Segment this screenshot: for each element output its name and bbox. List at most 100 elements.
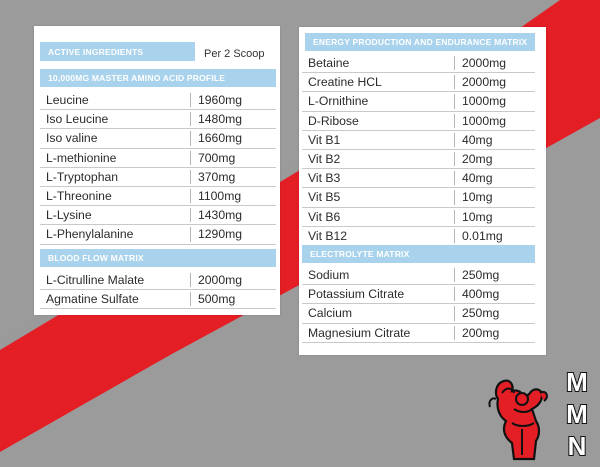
ingredient-amount: 1480mg (198, 112, 243, 127)
column-divider (190, 169, 191, 184)
column-divider (454, 268, 455, 283)
table-row: L-Citrulline Malate 2000mg (40, 271, 276, 291)
column-divider (454, 209, 455, 224)
table-row: Calcium 250mg (302, 304, 535, 324)
table-row: Leucine 1960mg (40, 91, 276, 111)
ingredient-name: Creatine HCL (308, 75, 382, 90)
column-divider (190, 273, 191, 288)
ingredient-name: L-Ornithine (308, 94, 369, 109)
ingredient-amount: 1290mg (198, 227, 243, 242)
ingredient-name: L-methionine (46, 150, 117, 165)
blood-flow-table: L-Citrulline Malate 2000mg Agmatine Sulfa… (40, 271, 276, 310)
table-row: Iso Leucine 1480mg (40, 110, 276, 130)
ingredient-amount: 250mg (462, 306, 500, 321)
flexing-bodybuilder-icon (488, 379, 548, 461)
ingredient-name: Sodium (308, 268, 350, 283)
column-divider (190, 93, 191, 108)
ingredient-amount: 1000mg (462, 94, 507, 109)
table-row: Vit B1 40mg (302, 131, 535, 150)
ingredient-amount: 200mg (462, 325, 500, 340)
column-divider (190, 208, 191, 223)
table-row: Vit B6 10mg (302, 208, 535, 227)
ingredient-amount: 1960mg (198, 93, 243, 108)
table-row: Magnesium Citrate 200mg (302, 324, 535, 343)
ingredient-amount: 1000mg (462, 113, 507, 128)
column-divider (454, 287, 455, 302)
table-row: Sodium 250mg (302, 266, 535, 286)
ingredient-name: L-Citrulline Malate (46, 273, 145, 288)
table-row: L-Threonine 1100mg (40, 187, 276, 207)
column-divider (454, 171, 455, 186)
column-divider (190, 150, 191, 165)
table-row: L-Tryptophan 370mg (40, 168, 276, 187)
blood-flow-section-header: BLOOD FLOW MATRIX (40, 249, 276, 267)
active-ingredients-header: ACTIVE INGREDIENTS (40, 42, 195, 61)
table-row: L-Phenylalanine 1290mg (40, 225, 276, 245)
table-row: Agmatine Sulfate 500mg (40, 290, 276, 310)
amino-acid-table: Leucine 1960mg Iso Leucine 1480mg Iso vali… (40, 91, 276, 245)
ingredient-amount: 2000mg (198, 273, 243, 288)
column-divider (454, 75, 455, 90)
column-divider (454, 190, 455, 205)
ingredient-amount: 0.01mg (462, 228, 503, 243)
ingredient-name: Magnesium Citrate (308, 325, 411, 340)
table-row: D-Ribose 1000mg (302, 112, 535, 131)
ingredient-amount: 40mg (462, 171, 493, 186)
table-row: Potassium Citrate 400mg (302, 285, 535, 305)
table-row: Vit B3 40mg (302, 169, 535, 189)
ingredient-name: Vit B2 (308, 152, 341, 167)
ingredient-amount: 2000mg (462, 75, 507, 90)
ingredient-name: Iso Leucine (46, 112, 109, 127)
column-divider (454, 56, 455, 71)
ingredient-name: Potassium Citrate (308, 287, 405, 302)
matrix-card: ENERGY PRODUCTION AND ENDURANCE MATRIX B… (299, 27, 546, 355)
ingredient-name: Leucine (46, 93, 89, 108)
table-row: Vit B5 10mg (302, 188, 535, 208)
column-divider (454, 306, 455, 321)
ingredient-name: Vit B1 (308, 132, 341, 147)
ingredient-name: Vit B5 (308, 190, 341, 205)
ingredient-name: L-Lysine (46, 208, 92, 223)
column-divider (190, 131, 191, 146)
table-row: Iso valine 1660mg (40, 129, 276, 149)
logo-letter: M (566, 367, 588, 397)
ingredient-amount: 250mg (462, 268, 500, 283)
active-ingredients-card: ACTIVE INGREDIENTS Per 2 Scoop 10,000MG … (34, 26, 280, 315)
amino-acid-section-header: 10,000MG MASTER AMINO ACID PROFILE (40, 69, 276, 87)
table-row: Betaine 2000mg (302, 54, 535, 74)
table-row: L-Ornithine 1000mg (302, 92, 535, 112)
table-row: L-Lysine 1430mg (40, 206, 276, 226)
energy-table: Betaine 2000mg Creatine HCL 2000mg L-Ornit… (302, 54, 535, 246)
ingredient-amount: 400mg (462, 287, 500, 302)
column-divider (454, 325, 455, 340)
ingredient-name: Vit B3 (308, 171, 341, 186)
column-divider (190, 112, 191, 127)
table-row: Vit B2 20mg (302, 150, 535, 170)
ingredient-amount: 10mg (462, 190, 493, 205)
ingredient-name: Vit B12 (308, 228, 348, 243)
ingredient-amount: 10mg (462, 209, 493, 224)
column-divider (454, 228, 455, 243)
column-divider (454, 151, 455, 167)
column-divider (190, 188, 191, 204)
brand-logo: M M N (488, 366, 589, 462)
serving-size-label: Per 2 Scoop (204, 48, 265, 60)
ingredient-name: L-Tryptophan (46, 169, 119, 184)
ingredient-name: Agmatine Sulfate (46, 292, 139, 307)
ingredient-name: Calcium (308, 306, 353, 321)
ingredient-amount: 1100mg (198, 189, 242, 204)
energy-section-header: ENERGY PRODUCTION AND ENDURANCE MATRIX (305, 33, 535, 51)
ingredient-name: L-Phenylalanine (46, 227, 134, 242)
ingredient-amount: 500mg (198, 292, 236, 307)
table-row: Creatine HCL 2000mg (302, 73, 535, 93)
column-divider (454, 132, 455, 147)
ingredient-amount: 1660mg (198, 131, 243, 146)
column-divider (190, 292, 191, 307)
ingredient-amount: 20mg (462, 152, 493, 167)
ingredient-amount: 370mg (198, 169, 236, 184)
column-divider (454, 94, 455, 109)
column-divider (190, 227, 191, 242)
ingredient-name: Betaine (308, 56, 350, 71)
ingredient-name: D-Ribose (308, 113, 359, 128)
electrolyte-section-header: ELECTROLYTE MATRIX (302, 245, 535, 263)
